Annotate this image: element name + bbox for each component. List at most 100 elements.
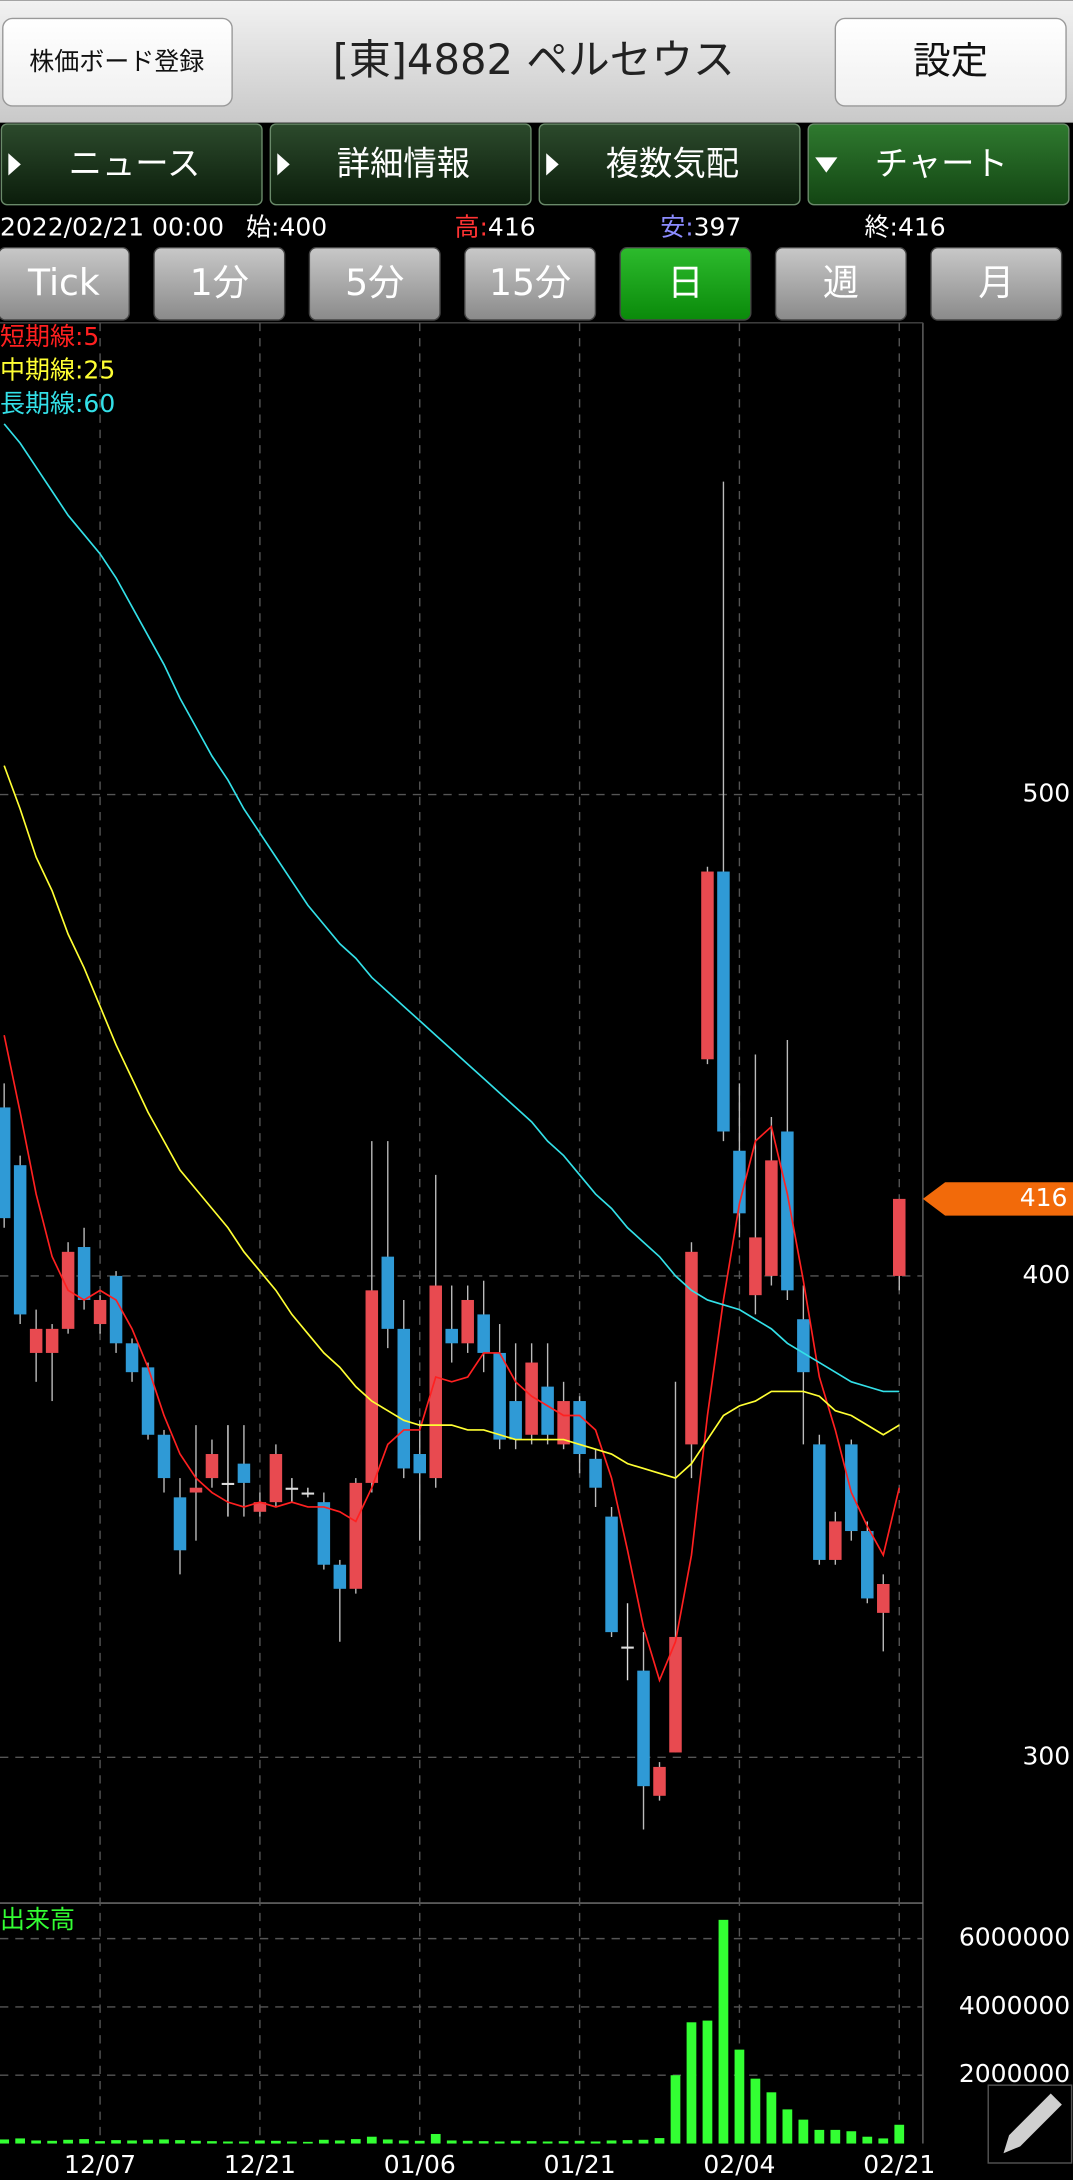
candle-body [125,1343,139,1373]
tab[interactable]: 詳細情報 [269,123,532,206]
candle [365,1141,379,1493]
candle [781,1040,794,1300]
volume-bar [334,2140,345,2144]
volume-bar [590,2141,601,2144]
candle [285,1478,299,1503]
candle [125,1338,139,1382]
candle-body [349,1482,363,1589]
tab[interactable]: 複数気配 [538,123,801,206]
period-button[interactable]: 週 [774,247,907,321]
tab[interactable]: チャート [807,123,1070,206]
candle-body [877,1583,890,1613]
candle [29,1309,43,1382]
candle-body [141,1367,155,1435]
legend-entry: 短期線:5 [0,322,99,351]
header-title: [東]4882 ペルセウス [333,35,735,84]
tab-bg [538,123,801,206]
quote-label: 安: [660,212,693,241]
candle-body [317,1502,331,1565]
quote-label: 高: [454,212,487,241]
candle-body [45,1328,59,1353]
volume-bar [15,2138,26,2144]
volume-bar [558,2141,569,2144]
candle-body [621,1646,634,1649]
period-button[interactable]: 月 [930,247,1063,321]
candle [61,1242,75,1334]
candle [733,1083,746,1238]
candle [621,1603,634,1681]
quote-item: 高:416 [454,212,535,241]
x-tick-label: 01/06 [384,2150,456,2179]
last-price-label: 416 [1020,1183,1068,1212]
period-button[interactable]: 1分 [153,247,286,321]
period-label: 日 [667,261,703,304]
volume-bar [718,1919,729,2144]
last-price-marker [922,1182,1073,1216]
candle-body [461,1299,474,1344]
candle [749,1054,762,1315]
candle [317,1492,331,1570]
volume-bar [526,2141,537,2144]
quote-value: 397 [694,212,742,241]
tab-label: ニュース [69,144,201,183]
candle-body [13,1165,27,1315]
candle [525,1343,538,1445]
candle-body [413,1454,427,1474]
period-button[interactable]: 日 [619,247,752,321]
candle [461,1285,474,1353]
candle-body [861,1531,874,1599]
volume-bar [622,2140,633,2144]
volume-bar [302,2141,313,2144]
candle-body [733,1150,746,1214]
candle [797,1285,810,1445]
volume-bar [606,2140,617,2144]
tab-arrow [277,153,290,176]
period-label: Tick [27,261,100,304]
period-bg [930,247,1063,321]
volume-bar [127,2140,137,2144]
y-tick-label: 400 [1023,1260,1071,1289]
period-button[interactable]: Tick [0,247,130,321]
tab-bar: ニュース 詳細情報 複数気配 チャート [0,123,1070,206]
y-tick-label: 500 [1023,779,1071,808]
candle [109,1271,123,1353]
volume-bar [223,2141,233,2144]
edit-button[interactable] [987,2084,1073,2164]
candle-body [765,1160,778,1276]
quote-item: 安:397 [660,212,741,241]
x-tick-label: 02/21 [863,2150,935,2179]
quote-datetime: 2022/02/21 00:00 [0,212,224,241]
moving-average-line [3,1035,901,1683]
volume-bar [191,2140,201,2144]
candle [253,1492,267,1517]
tab-bg [0,123,263,206]
volume-bar [830,2129,841,2144]
candle-body [493,1352,506,1440]
tab-arrow [8,153,21,176]
candle-body [189,1487,203,1493]
candle-body [781,1131,794,1291]
tab[interactable]: ニュース [0,123,263,206]
candle [141,1362,155,1440]
volume-bar [462,2140,473,2144]
candle [589,1449,602,1507]
tab-bg [807,123,1070,206]
board-button[interactable]: 株価ボード登録 [2,17,233,107]
candle [877,1574,890,1652]
quote-value: 416 [898,212,946,241]
period-button[interactable]: 5分 [308,247,441,321]
tab-label: チャート [875,144,1008,183]
quote-label: 始: [246,212,279,241]
quote-value: 400 [279,212,327,241]
settings-button[interactable]: 設定 [834,17,1067,107]
period-button[interactable]: 15分 [464,247,597,321]
volume-bar [654,2138,665,2144]
candle-body [541,1386,554,1435]
candle [509,1343,522,1450]
y-tick-label: 300 [1023,1741,1071,1770]
volume-bar [750,2078,761,2144]
volume-bar [782,2109,793,2144]
volume-bar [798,2119,809,2144]
candle-body [93,1299,107,1325]
volume-bar [143,2139,153,2144]
